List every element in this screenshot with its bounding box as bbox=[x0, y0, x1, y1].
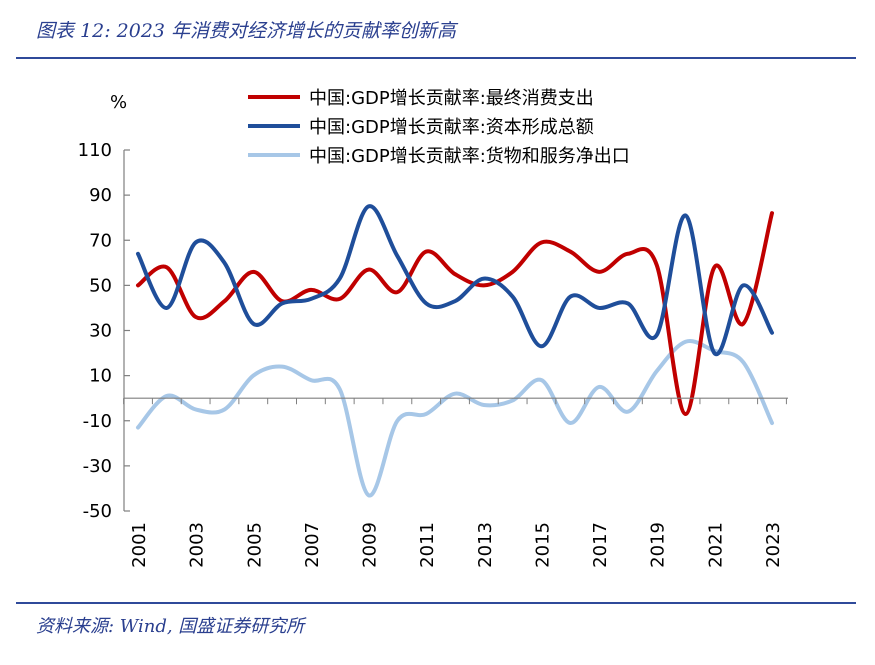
x-tick-label: 2015 bbox=[532, 522, 553, 568]
y-tick-label: -30 bbox=[83, 456, 112, 477]
x-tick-label: 2003 bbox=[187, 522, 208, 568]
source-note: 资料来源: Wind, 国盛证券研究所 bbox=[36, 616, 305, 637]
x-tick-label: 2007 bbox=[302, 522, 323, 568]
y-tick-label: 70 bbox=[89, 230, 112, 251]
y-tick-label: -10 bbox=[83, 411, 112, 432]
legend-label-2: 中国:GDP增长贡献率:资本形成总额 bbox=[309, 117, 594, 138]
y-axis-unit: % bbox=[110, 92, 127, 113]
y-tick-label: 90 bbox=[89, 185, 112, 206]
y-tick-label: 10 bbox=[89, 366, 112, 387]
series-line-2 bbox=[136, 204, 774, 357]
y-tick-label: 110 bbox=[78, 140, 112, 161]
line-chart: 中国:GDP增长贡献率:最终消费支出中国:GDP增长贡献率:资本形成总额中国:G… bbox=[78, 88, 788, 568]
series-line-1 bbox=[136, 211, 774, 416]
x-tick-label: 2019 bbox=[648, 522, 669, 568]
bottom-rule bbox=[16, 602, 856, 604]
legend: 中国:GDP增长贡献率:最终消费支出中国:GDP增长贡献率:资本形成总额中国:G… bbox=[248, 88, 630, 167]
x-tick-label: 2005 bbox=[244, 522, 265, 568]
x-tick-label: 2017 bbox=[590, 522, 611, 568]
x-tick-label: 2001 bbox=[129, 522, 150, 568]
series-line-3 bbox=[136, 339, 774, 498]
x-tick-label: 2023 bbox=[763, 522, 784, 568]
x-tick-label: 2013 bbox=[475, 522, 496, 568]
y-tick-label: 30 bbox=[89, 321, 112, 342]
x-tick-label: 2021 bbox=[705, 522, 726, 568]
top-rule bbox=[16, 57, 856, 59]
x-tick-label: 2009 bbox=[360, 522, 381, 568]
y-tick-label: -50 bbox=[83, 501, 112, 522]
y-tick-label: 50 bbox=[89, 275, 112, 296]
legend-label-1: 中国:GDP增长贡献率:最终消费支出 bbox=[309, 88, 594, 109]
legend-label-3: 中国:GDP增长贡献率:货物和服务净出口 bbox=[309, 146, 630, 167]
figure-title: 图表 12: 2023 年消费对经济增长的贡献率创新高 bbox=[36, 20, 457, 42]
x-tick-label: 2011 bbox=[417, 522, 438, 568]
